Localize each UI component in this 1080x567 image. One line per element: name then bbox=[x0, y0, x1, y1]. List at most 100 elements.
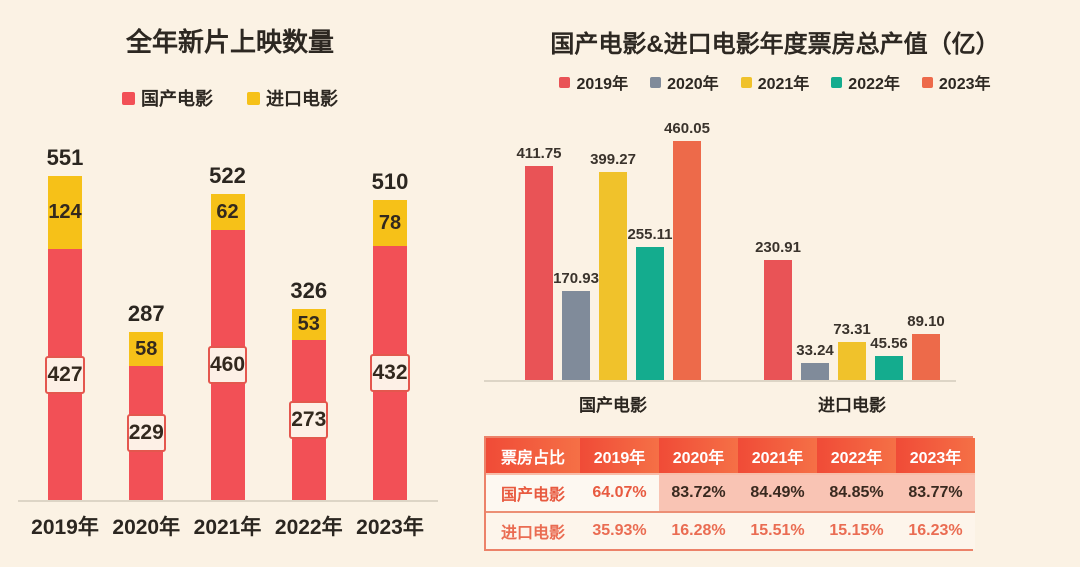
right-chart-group-labels: 国产电影 进口电影 bbox=[525, 391, 940, 416]
stacked-bar-2023年: 510 78 432 bbox=[355, 140, 425, 500]
stacked-bar-2021年: 522 62 460 bbox=[193, 140, 263, 500]
table-header-cell: 2023年 bbox=[896, 438, 975, 473]
legend-label: 2021年 bbox=[757, 76, 810, 93]
bar-value-label: 411.75 bbox=[516, 145, 562, 162]
bar-2022 bbox=[636, 247, 664, 380]
table-row-label: 国产电影 bbox=[486, 473, 580, 511]
bar-2021 bbox=[599, 172, 627, 380]
legend-item-2019: 2019年 bbox=[559, 70, 628, 94]
segment-value-label: 78 bbox=[378, 211, 402, 234]
legend-swatch-icon bbox=[831, 76, 843, 88]
bar-2020 bbox=[562, 291, 590, 380]
legend-label: 国产电影 bbox=[141, 89, 213, 109]
bar-value-label: 33.24 bbox=[796, 342, 834, 359]
bar-group-domestic: 411.75 170.93 399.27 255.11 460.05 bbox=[516, 120, 710, 380]
bar-2022 bbox=[875, 356, 903, 380]
table-cell: 83.72% bbox=[659, 473, 738, 511]
bar-2023 bbox=[912, 334, 940, 380]
bar-segment-imported: 78 bbox=[373, 200, 407, 246]
legend-item-2023: 2023年 bbox=[921, 70, 991, 94]
bar-2021 bbox=[838, 342, 866, 380]
legend-label: 2019年 bbox=[576, 76, 629, 93]
table-cell: 83.77% bbox=[896, 473, 975, 511]
bar-segment-domestic: 432 bbox=[370, 246, 410, 500]
x-axis-label: 2022年 bbox=[274, 516, 343, 539]
bar-value-label: 255.11 bbox=[627, 226, 673, 243]
legend-swatch-icon bbox=[921, 76, 933, 88]
segment-value-box: 432 bbox=[370, 354, 410, 392]
legend-item-2021: 2021年 bbox=[740, 70, 810, 94]
legend-swatch-icon bbox=[122, 91, 135, 105]
table-header-cell: 2021年 bbox=[738, 438, 817, 473]
bar-value-label: 89.10 bbox=[907, 313, 945, 330]
bar-value-label: 230.91 bbox=[755, 239, 801, 256]
bar-segment-imported: 62 bbox=[210, 194, 245, 230]
segment-value-box: 460 bbox=[207, 346, 248, 384]
stacked-bar-2020年: 287 58 229 bbox=[111, 140, 181, 500]
table-cell: 15.15% bbox=[817, 511, 896, 549]
x-axis-label: 2020年 bbox=[112, 516, 181, 539]
bar-cell-2022: 255.11 bbox=[627, 226, 673, 380]
bar-2020 bbox=[801, 363, 829, 380]
group-label-domestic: 国产电影 bbox=[579, 396, 647, 415]
bar-total-label: 287 bbox=[127, 301, 165, 326]
table-header-cell: 2022年 bbox=[817, 438, 896, 473]
table-cell: 84.85% bbox=[817, 473, 896, 511]
left-chart-x-axis: 2019年 2020年 2021年 2022年 2023年 bbox=[30, 511, 425, 541]
bar-total-label: 510 bbox=[371, 169, 409, 194]
bar-2019 bbox=[764, 260, 792, 380]
bar-cell-2023: 89.10 bbox=[907, 313, 945, 380]
table-cell: 16.28% bbox=[659, 511, 738, 549]
table-row-label: 进口电影 bbox=[486, 511, 580, 549]
segment-value-box: 273 bbox=[289, 401, 329, 439]
table-header-cell: 2020年 bbox=[659, 438, 738, 473]
bar-segment-domestic: 460 bbox=[207, 230, 248, 500]
segment-value-box: 427 bbox=[45, 355, 85, 394]
bar-segment-domestic: 427 bbox=[45, 249, 85, 500]
bar-cell-2021: 399.27 bbox=[590, 151, 636, 380]
x-axis-label: 2019年 bbox=[31, 516, 99, 539]
bar-cell-2020: 33.24 bbox=[796, 342, 834, 380]
table-cell: 15.51% bbox=[738, 511, 817, 549]
bar-value-label: 45.56 bbox=[870, 335, 908, 352]
bar-value-label: 170.93 bbox=[553, 270, 599, 287]
legend-label: 进口电影 bbox=[266, 89, 338, 109]
legend-label: 2020年 bbox=[667, 76, 719, 93]
segment-value-label: 53 bbox=[297, 313, 320, 335]
legend-swatch-icon bbox=[559, 76, 571, 88]
left-chart-baseline bbox=[18, 500, 438, 502]
bar-segment-imported: 124 bbox=[48, 176, 82, 249]
right-chart-title: 国产电影&进口电影年度票房总产值（亿） bbox=[550, 31, 1000, 58]
bar-total-label: 551 bbox=[46, 145, 84, 170]
legend-item-2022: 2022年 bbox=[831, 70, 900, 94]
legend-swatch-icon bbox=[650, 76, 662, 88]
stacked-bar-2019年: 551 124 427 bbox=[30, 140, 100, 500]
left-stacked-bar-chart: 551 124 427 287 58 229 522 62 460 326 53 bbox=[30, 140, 425, 500]
bar-cell-2021: 73.31 bbox=[833, 321, 871, 380]
table-header-cell: 2019年 bbox=[580, 438, 659, 473]
bar-group-imported: 230.91 33.24 73.31 45.56 89.10 bbox=[755, 239, 945, 380]
segment-value-label: 124 bbox=[48, 201, 82, 223]
segment-value-label: 62 bbox=[216, 200, 239, 223]
bar-segment-imported: 53 bbox=[291, 309, 326, 340]
left-chart-legend: 国产电影 进口电影 bbox=[0, 85, 460, 111]
box-office-share-table: 票房占比 2019年 2020年 2021年 2022年 2023年 国产电影 64.07% 8… bbox=[484, 436, 975, 551]
bar-cell-2020: 170.93 bbox=[553, 270, 599, 380]
legend-item-2020: 2020年 bbox=[650, 70, 719, 94]
legend-item-domestic: 国产电影 bbox=[122, 85, 213, 111]
bar-2019 bbox=[525, 166, 553, 380]
bar-cell-2019: 411.75 bbox=[516, 145, 562, 380]
left-chart-title: 全年新片上映数量 bbox=[125, 27, 334, 57]
legend-swatch-icon bbox=[740, 76, 752, 88]
group-label-imported: 进口电影 bbox=[818, 396, 886, 415]
bar-segment-imported: 58 bbox=[129, 332, 164, 366]
legend-label: 2023年 bbox=[938, 76, 991, 93]
bar-cell-2019: 230.91 bbox=[755, 239, 801, 380]
x-axis-label: 2021年 bbox=[193, 516, 262, 539]
bar-value-label: 73.31 bbox=[833, 321, 871, 338]
legend-item-imported: 进口电影 bbox=[247, 85, 338, 111]
bar-segment-domestic: 229 bbox=[126, 366, 166, 500]
bar-total-label: 326 bbox=[290, 278, 328, 303]
bar-value-label: 460.05 bbox=[664, 120, 710, 137]
x-axis-label: 2023年 bbox=[356, 516, 424, 539]
